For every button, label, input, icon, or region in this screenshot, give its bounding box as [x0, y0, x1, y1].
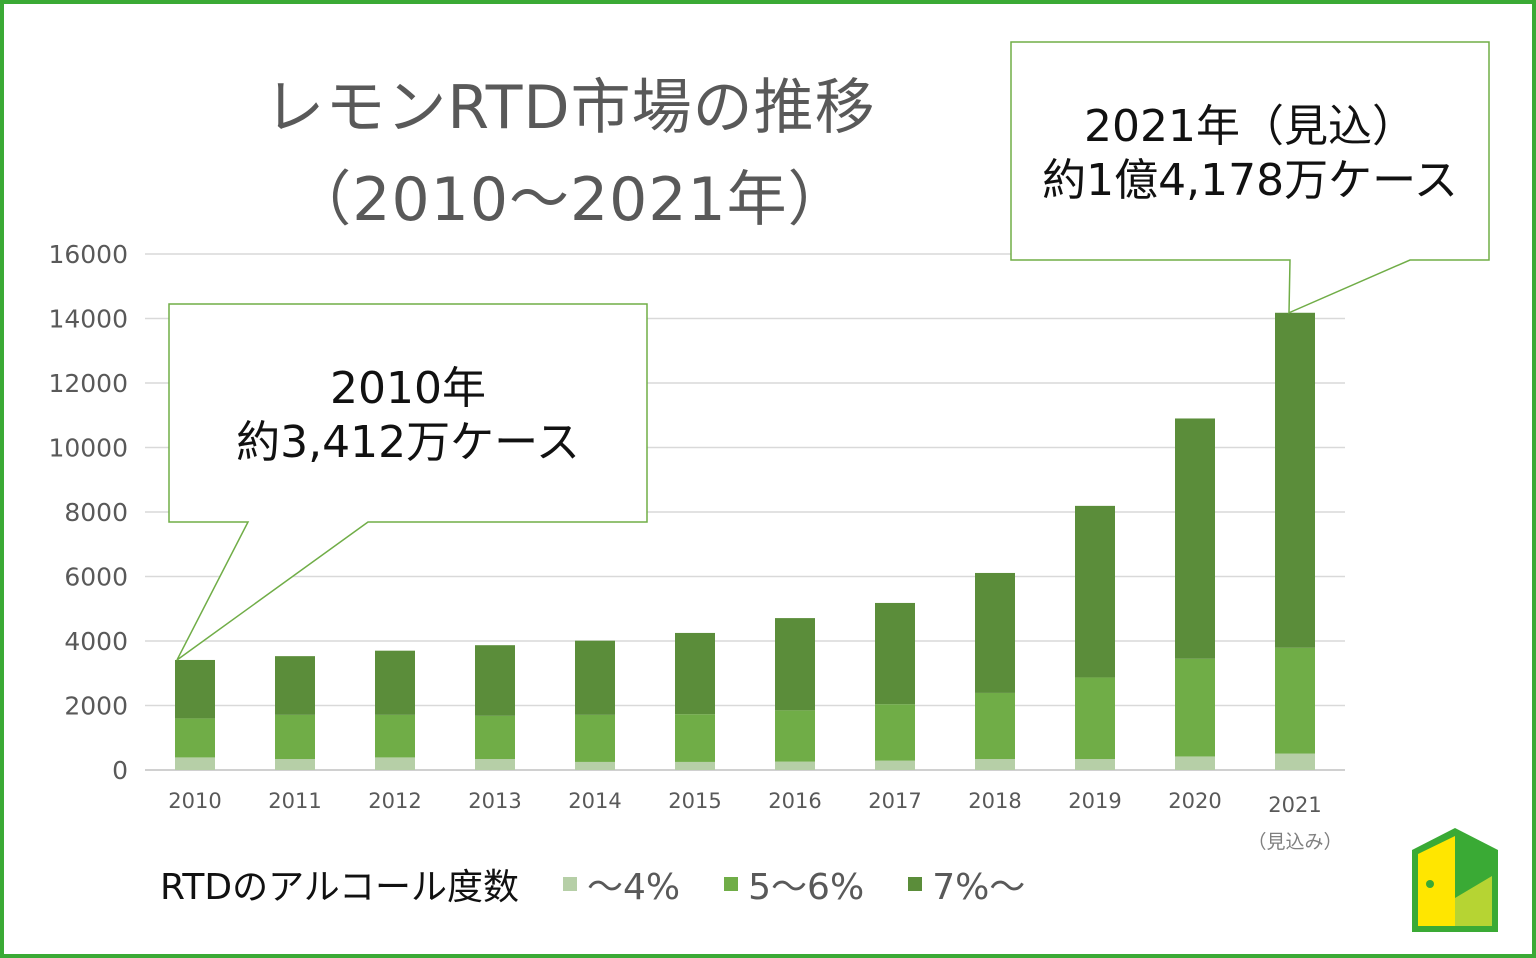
x-tick-label: 2021 [1268, 793, 1321, 817]
x-tick-label: 2019 [1068, 789, 1121, 813]
x-tick-label: 2015 [668, 789, 721, 813]
logo-icon [1412, 828, 1498, 932]
legend-item-low: ～4% [563, 858, 680, 910]
bar-segment-2016-0 [775, 761, 815, 770]
bar-segment-2015-2 [675, 632, 715, 715]
bar-segment-2011-0 [275, 759, 315, 770]
bar-segment-2017-1 [875, 704, 915, 761]
title-line2: （2010～2021年） [291, 165, 849, 235]
callout-2010-line2: 約3,412万ケース [236, 417, 580, 468]
callout-box-2021 [1010, 41, 1490, 314]
bar-segment-2015-1 [675, 714, 715, 762]
legend-swatch [908, 877, 923, 891]
bar-segment-2021-1 [1275, 647, 1315, 754]
bar-segment-2019-1 [1075, 677, 1115, 760]
legend-swatch [563, 877, 578, 891]
legend-swatch [724, 877, 739, 891]
bar-segment-2014-0 [575, 761, 615, 770]
bar-segment-2019-2 [1075, 505, 1115, 678]
y-tick-label: 12000 [48, 369, 128, 398]
y-tick-label: 6000 [64, 563, 128, 592]
legend: RTDのアルコール度数 ～4% 5～6% 7%～ [160, 858, 1025, 910]
legend-title: RTDのアルコール度数 [160, 867, 520, 908]
x-tick-label: 2018 [968, 789, 1021, 813]
y-tick-label: 0 [112, 756, 128, 785]
bar-segment-2012-0 [375, 757, 415, 770]
x-tick-label: 2014 [568, 789, 621, 813]
bar-segment-2021-2 [1275, 312, 1315, 648]
title-line1: レモンRTD市場の推移 [264, 73, 876, 143]
bar-segment-2020-0 [1175, 756, 1215, 770]
callout-2010: 2010年 約3,412万ケース [170, 362, 646, 470]
chart-title: レモンRTD市場の推移 （2010～2021年） [170, 62, 970, 246]
bar-segment-2011-1 [275, 714, 315, 760]
y-tick-label: 4000 [64, 627, 128, 656]
bar-segment-2011-2 [275, 656, 315, 715]
bar-segment-2018-0 [975, 759, 1015, 770]
legend-item-mid: 5～6% [724, 858, 864, 910]
x-tick-label: 2017 [868, 789, 921, 813]
x-tick-label: 2013 [468, 789, 521, 813]
y-tick-label: 16000 [48, 240, 128, 269]
bar-segment-2013-1 [475, 715, 515, 760]
bar-segment-2012-2 [375, 650, 415, 715]
callout-box-2010 [168, 303, 648, 661]
x-tick-label: 2016 [768, 789, 821, 813]
bar-segment-2017-2 [875, 602, 915, 705]
y-tick-label: 10000 [48, 434, 128, 463]
x-tick-label: 2012 [368, 789, 421, 813]
bar-segment-2010-1 [175, 718, 215, 758]
callout-2021-line2: 約1億4,178万ケース [1042, 155, 1458, 206]
bar-segment-2018-2 [975, 572, 1015, 693]
bar-segment-2016-2 [775, 618, 815, 711]
bar-segment-2014-1 [575, 714, 615, 762]
bar-segment-2012-1 [375, 714, 415, 758]
y-tick-label: 2000 [64, 692, 128, 721]
bar-segment-2020-2 [1175, 418, 1215, 659]
bar-segment-2013-0 [475, 759, 515, 770]
bar-segment-2021-0 [1275, 753, 1315, 770]
x-tick-label: 2010 [168, 789, 221, 813]
x-tick-label: 2011 [268, 789, 321, 813]
bar-segment-2013-2 [475, 645, 515, 716]
legend-item-high: 7%～ [908, 858, 1025, 910]
callout-2021-line1: 2021年（見込） [1084, 101, 1416, 152]
callout-2021: 2021年（見込） 約1億4,178万ケース [1012, 100, 1488, 208]
bar-segment-2010-0 [175, 757, 215, 770]
bar-segment-2014-2 [575, 640, 615, 715]
x-tick-label: 2020 [1168, 789, 1221, 813]
bar-segment-2019-0 [1075, 759, 1115, 770]
bar-segment-2016-1 [775, 710, 815, 762]
bar-segment-2015-0 [675, 761, 715, 770]
x-tick-note: （見込み） [1247, 831, 1342, 853]
y-tick-label: 14000 [48, 305, 128, 334]
y-tick-label: 8000 [64, 498, 128, 527]
bar-segment-2010-2 [175, 659, 215, 719]
bar-segment-2018-1 [975, 692, 1015, 760]
callout-2010-line1: 2010年 [330, 363, 486, 414]
bar-segment-2017-0 [875, 760, 915, 770]
bar-segment-2020-1 [1175, 658, 1215, 757]
